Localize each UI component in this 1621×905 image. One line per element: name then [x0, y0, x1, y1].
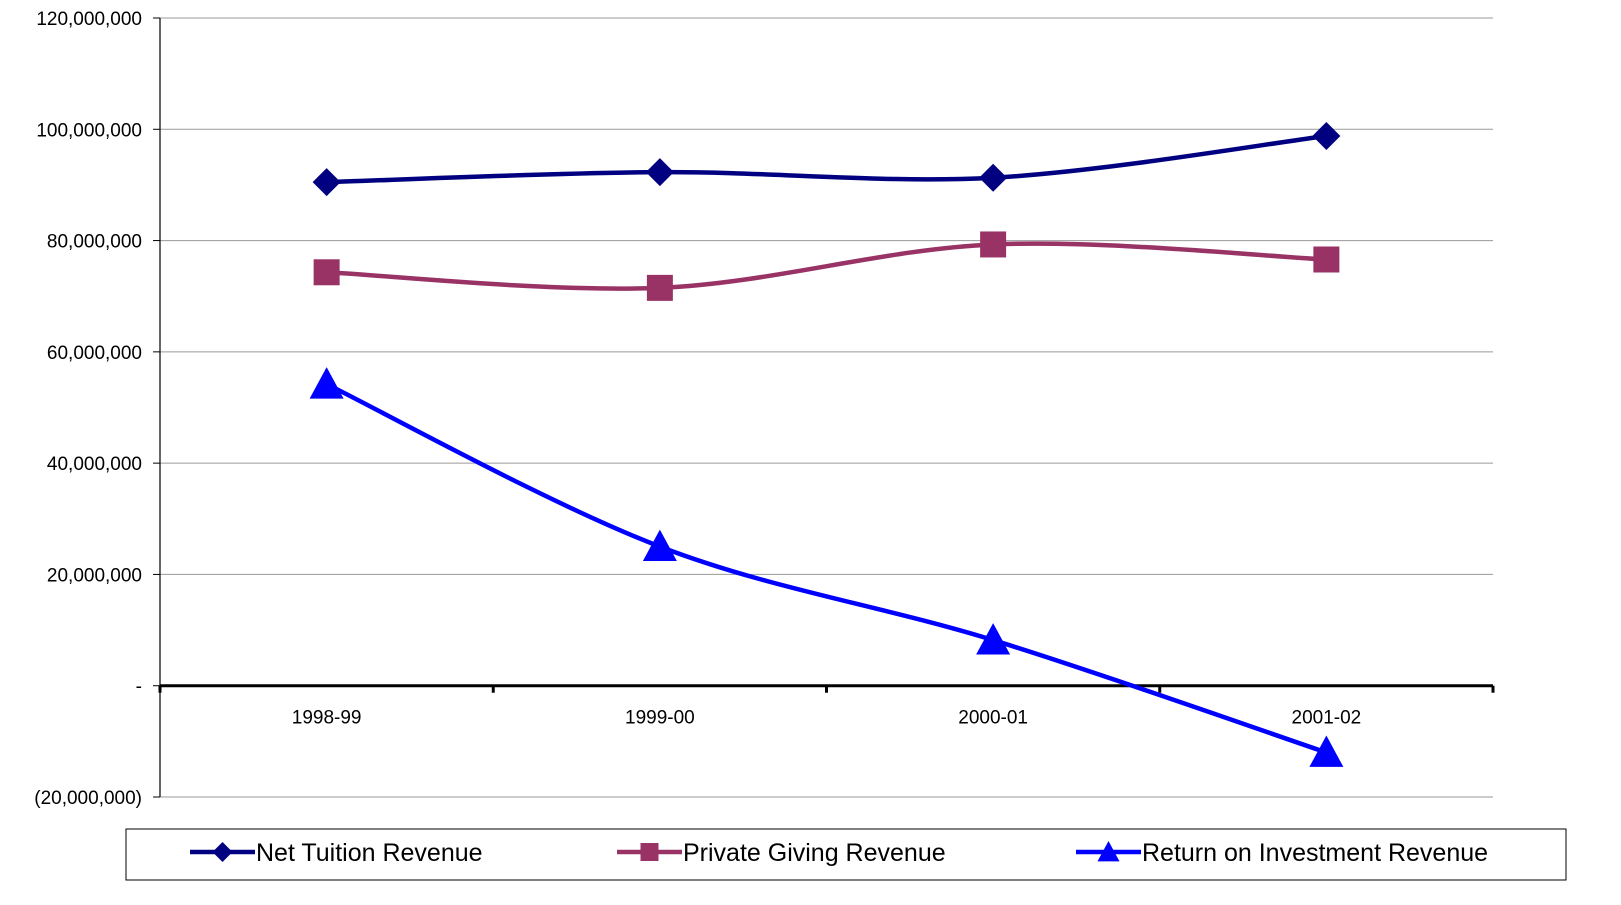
data-point-square-marker	[313, 259, 340, 286]
data-point-square-marker	[646, 274, 673, 301]
x-tick-label: 2000-01	[958, 708, 1028, 729]
x-tick-label: 1999-00	[625, 708, 695, 729]
x-tick-label: 2001-02	[1292, 708, 1362, 729]
data-point-diamond-marker	[645, 158, 674, 187]
legend-square-marker	[640, 843, 659, 861]
axes	[153, 17, 1495, 798]
legend-label: Return on Investment Revenue	[1142, 839, 1488, 867]
data-point-triangle-marker	[309, 367, 344, 399]
legend-label: Net Tuition Revenue	[256, 839, 483, 867]
legend-label: Private Giving Revenue	[683, 839, 946, 867]
series-line-1	[324, 133, 1329, 185]
gridlines	[160, 17, 1493, 798]
data-point-square-marker	[1313, 246, 1340, 273]
legend-diamond-marker	[212, 842, 233, 862]
series-line-2	[324, 241, 1329, 291]
data-point-diamond-marker	[312, 168, 341, 197]
series-lines	[324, 133, 1329, 755]
data-point-diamond-marker	[979, 163, 1008, 192]
series-line-3	[324, 381, 1329, 755]
data-point-square-marker	[980, 231, 1007, 258]
legend-box	[125, 828, 1567, 881]
y-tick-label: 40,000,000	[47, 454, 142, 475]
x-tick-labels: 1998-99 1999-00 2000-01 2001-02	[292, 708, 1361, 729]
legend: Net Tuition Revenue Private Giving Revenu…	[125, 828, 1567, 881]
y-tick-label: (20,000,000)	[34, 788, 142, 809]
data-point-triangle-marker	[1309, 735, 1344, 767]
data-point-triangle-marker	[642, 529, 677, 562]
legend-triangle-marker	[1097, 841, 1120, 862]
data-point-triangle-marker	[976, 623, 1011, 655]
x-tick-label: 1998-99	[292, 708, 362, 729]
y-tick-labels: 120,000,000 100,000,000 80,000,000 60,000,0…	[34, 9, 142, 809]
data-point-diamond-marker	[1312, 121, 1341, 150]
y-tick-label: 100,000,000	[36, 120, 142, 141]
series-markers	[309, 121, 1344, 767]
y-tick-label: 120,000,000	[36, 9, 142, 30]
y-tick-label: 80,000,000	[47, 232, 142, 253]
y-tick-label: 20,000,000	[47, 565, 142, 586]
y-tick-label: 60,000,000	[47, 343, 142, 364]
y-tick-label: -	[136, 677, 142, 698]
